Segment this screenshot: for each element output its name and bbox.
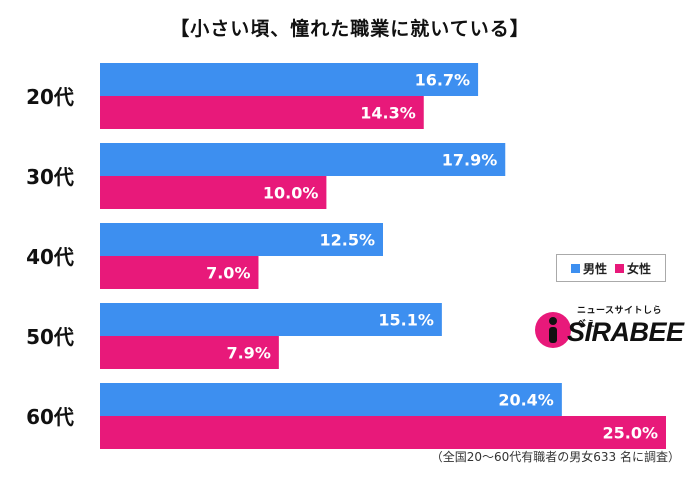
data-label: 12.5% <box>319 231 375 250</box>
logo-i-icon <box>535 312 571 348</box>
bar-male <box>100 223 383 256</box>
legend-swatch-female <box>615 263 624 273</box>
legend-item-female: 女性 <box>615 260 651 277</box>
category-label: 40代 <box>26 245 74 269</box>
category-label: 50代 <box>26 325 74 349</box>
logo-wordmark: SIRABEE <box>567 317 684 347</box>
bar-male <box>100 383 562 416</box>
legend-item-male: 男性 <box>570 260 607 277</box>
data-label: 15.1% <box>378 311 434 330</box>
bar-male <box>100 303 442 336</box>
category-label: 60代 <box>26 405 74 429</box>
bar-female <box>100 416 666 449</box>
bar-female <box>100 256 259 289</box>
legend-label-female: 女性 <box>627 261 652 276</box>
category-label: 20代 <box>26 85 74 109</box>
data-label: 17.9% <box>442 151 498 170</box>
bar-male <box>100 143 506 176</box>
data-label: 14.3% <box>360 104 416 123</box>
chart-title: 【小さい頃、憧れた職業に就いている】 <box>170 18 530 40</box>
data-label: 20.4% <box>498 391 554 410</box>
data-label: 25.0% <box>602 424 658 443</box>
data-label: 10.0% <box>263 184 319 203</box>
legend-label-male: 男性 <box>582 261 607 276</box>
bar-female <box>100 96 424 129</box>
data-label: 7.9% <box>226 344 270 363</box>
data-label: 16.7% <box>415 71 471 90</box>
footnote: （全国20～60代有職者の男女633 名に調査） <box>430 450 680 464</box>
bar-female <box>100 176 327 209</box>
bar-male <box>100 63 479 96</box>
bar-female <box>100 336 279 369</box>
legend-swatch-male <box>570 263 580 273</box>
legend: 男性 女性 <box>556 254 666 282</box>
logo-tagline: ニュースサイトしらべぇ <box>577 306 663 329</box>
category-label: 30代 <box>26 165 74 189</box>
data-label: 7.0% <box>206 264 250 283</box>
sirabee-logo: ニュースサイトしらべぇ SIRABEE <box>535 300 684 356</box>
